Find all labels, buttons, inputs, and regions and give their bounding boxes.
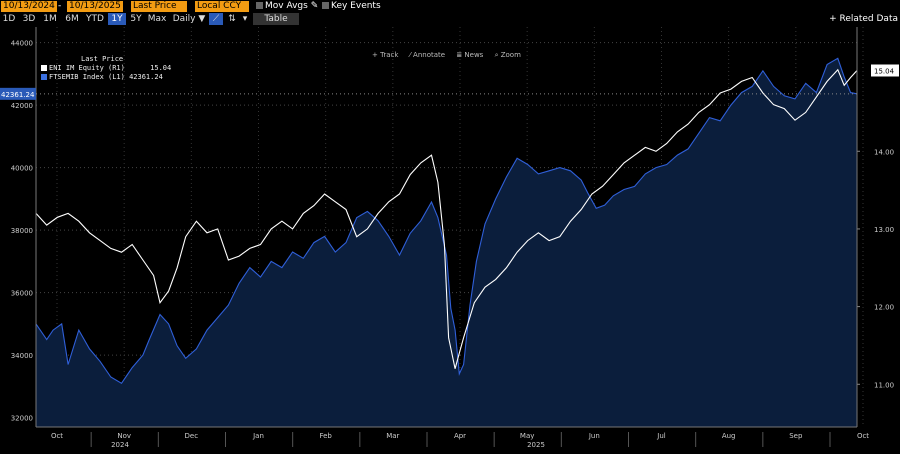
legend-header: Last Price xyxy=(81,55,124,63)
right-tick-label: 13.00 xyxy=(874,226,894,234)
line-chart-icon[interactable]: ⟋ xyxy=(209,13,223,25)
left-tick-label: 40000 xyxy=(11,165,33,173)
left-value-tag xyxy=(0,87,36,100)
left-tick-label: 44000 xyxy=(11,40,33,48)
month-label: Jun xyxy=(588,432,600,440)
pencil-icon[interactable]: ✎ xyxy=(310,1,319,11)
month-label: Nov xyxy=(117,432,131,440)
eni-line xyxy=(35,68,858,369)
left-tick-label: 34000 xyxy=(11,352,33,360)
mov-avgs-label: Mov Avgs xyxy=(265,1,308,11)
range-5y-button[interactable]: 5Y xyxy=(130,14,142,24)
table-button[interactable]: Table xyxy=(253,13,299,25)
end-date-field[interactable]: 10/13/2025 xyxy=(67,1,123,12)
right-tick-label: 11.00 xyxy=(874,381,894,389)
range-bar: 1D 3D 1M 6M YTD 1Y 5Y Max Daily ▼ ⟋ ⇅ ▾ … xyxy=(0,13,900,25)
range-6m-button[interactable]: 6M xyxy=(65,14,79,24)
month-label: Mar xyxy=(386,432,399,440)
checkbox-icon xyxy=(322,2,329,9)
checkbox-icon xyxy=(256,2,263,9)
legend-item-eni[interactable]: ENI IM Equity (R1) 15.04 xyxy=(41,64,171,73)
legend-item-ftsemib[interactable]: FTSEMIB Index (L1) 42361.24 xyxy=(41,73,171,82)
month-label: Jul xyxy=(656,432,666,440)
month-label: Sep xyxy=(789,432,803,440)
month-label: Jan xyxy=(252,432,264,440)
month-label: May xyxy=(520,432,534,440)
left-tick-label: 42000 xyxy=(11,102,33,110)
legend-label: FTSEMIB Index (L1) xyxy=(49,73,125,81)
month-label: Oct xyxy=(51,432,63,440)
chart-area[interactable]: 32000 34000 36000 38000 40000 42000 44000 11.00… xyxy=(0,25,900,450)
price-chart[interactable]: 32000 34000 36000 38000 40000 42000 44000 11.00… xyxy=(0,25,900,450)
month-label: Aug xyxy=(722,432,736,440)
key-events-label: Key Events xyxy=(331,1,381,11)
year-label: 2025 xyxy=(527,441,545,449)
top-toolbar: 10/13/2024 - 10/13/2025 Last Price Local… xyxy=(0,0,900,13)
range-1m-button[interactable]: 1M xyxy=(43,14,57,24)
legend-label: ENI IM Equity (R1) xyxy=(49,64,125,72)
currency-select[interactable]: Local CCY xyxy=(195,1,249,12)
left-tick-label: 36000 xyxy=(11,290,33,298)
legend-swatch xyxy=(41,74,47,80)
left-value-tag-text: 42361.24 xyxy=(1,91,35,99)
annotate-button[interactable]: ⁄ Annotate xyxy=(409,51,446,59)
year-label: 2024 xyxy=(111,441,129,449)
legend-swatch xyxy=(41,65,47,71)
right-tick-label: 12.00 xyxy=(874,304,894,312)
month-label: Apr xyxy=(454,432,466,440)
news-button[interactable]: ≣ News xyxy=(456,51,484,59)
periodicity-select[interactable]: Daily ▼ xyxy=(172,14,206,24)
chart-type-icon[interactable]: ⇅ xyxy=(228,14,236,24)
right-tick-label: 14.00 xyxy=(874,148,894,156)
legend-value: 42361.24 xyxy=(129,73,163,81)
left-tick-label: 38000 xyxy=(11,227,33,235)
right-value-tag-text: 15.04 xyxy=(874,67,895,75)
ftsemib-area xyxy=(36,58,857,428)
related-data-button[interactable]: + Related Data xyxy=(829,14,898,24)
range-3d-button[interactable]: 3D xyxy=(22,14,36,24)
mov-avgs-toggle[interactable]: Mov Avgs ✎ xyxy=(256,0,318,13)
date-separator: - xyxy=(58,1,62,11)
month-label: Feb xyxy=(319,432,332,440)
range-max-button[interactable]: Max xyxy=(147,14,167,24)
range-1d-button[interactable]: 1D xyxy=(2,14,16,24)
ftsemib-line xyxy=(35,57,858,385)
right-value-tag xyxy=(871,64,899,77)
month-label: Dec xyxy=(185,432,199,440)
legend-value: 15.04 xyxy=(150,64,172,72)
track-button[interactable]: + Track xyxy=(372,51,399,59)
chart-tools: + Track ⁄ Annotate ≣ News ⌕ Zoom xyxy=(372,51,530,60)
range-1y-button[interactable]: 1Y xyxy=(108,13,126,25)
left-tick-label: 32000 xyxy=(11,415,33,423)
start-date-field[interactable]: 10/13/2024 xyxy=(1,1,57,12)
field-select[interactable]: Last Price xyxy=(131,1,187,12)
range-ytd-button[interactable]: YTD xyxy=(86,14,104,24)
chart-legend: Last Price ENI IM Equity (R1) 15.04 FTSE… xyxy=(41,55,171,82)
month-label: Oct xyxy=(857,432,869,440)
chevron-down-icon[interactable]: ▾ xyxy=(242,14,248,24)
zoom-button[interactable]: ⌕ Zoom xyxy=(494,51,521,59)
key-events-toggle[interactable]: Key Events xyxy=(322,0,381,13)
